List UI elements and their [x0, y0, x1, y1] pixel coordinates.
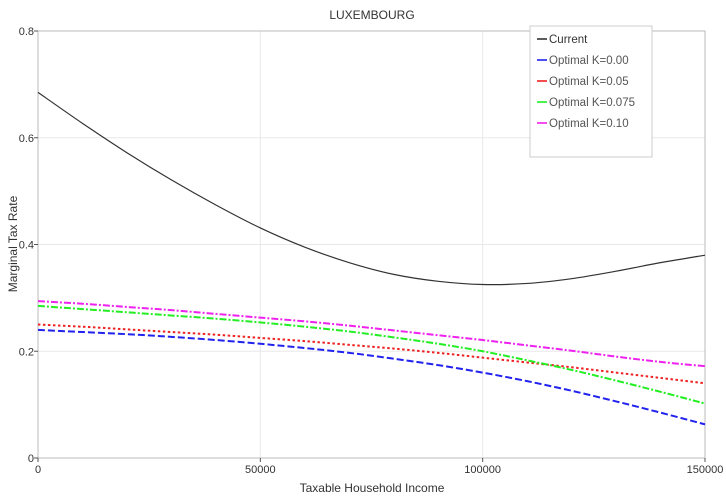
chart-title: LUXEMBOURG: [329, 8, 414, 22]
series-line-1: [37, 328, 706, 426]
y-tick-label: 0: [28, 453, 34, 465]
legend-label-0: Current: [549, 34, 588, 46]
x-tick-label: 0: [35, 464, 41, 476]
x-axis-title: Taxable Household Income: [300, 481, 445, 495]
y-tick-label: 0.2: [19, 346, 34, 358]
tick-labels: 0 50000 100000 150000 0 0.2 0.4 0.6 0.8: [19, 26, 724, 476]
legend-label-3: Optimal K=0.075: [549, 97, 635, 109]
x-tick-label: 150000: [687, 464, 724, 476]
series-line-2: [37, 323, 706, 385]
legend: Current Optimal K=0.00 Optimal K=0.05 Optim…: [529, 25, 653, 158]
series-line-0: [37, 91, 706, 286]
legend-label-2: Optimal K=0.05: [549, 76, 629, 88]
x-tick-label: 100000: [464, 464, 501, 476]
y-tick-label: 0.8: [19, 26, 34, 38]
legend-box: [529, 25, 653, 158]
x-tick-label: 50000: [245, 464, 276, 476]
legend-label-1: Optimal K=0.00: [549, 55, 629, 67]
series-lines: [37, 91, 706, 426]
y-tick-label: 0.6: [19, 133, 34, 145]
y-axis-title: Marginal Tax Rate: [6, 195, 20, 292]
series-line-3: [37, 304, 706, 405]
legend-label-4: Optimal K=0.10: [549, 118, 629, 130]
series-line-4: [37, 300, 706, 368]
y-tick-label: 0.4: [19, 240, 34, 252]
